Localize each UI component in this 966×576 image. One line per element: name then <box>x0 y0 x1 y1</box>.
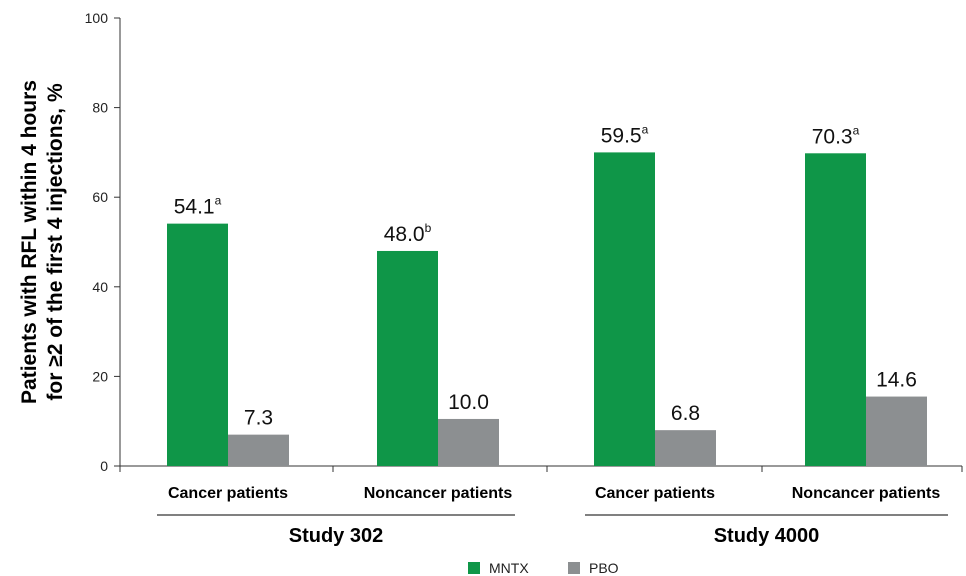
value-footnote-superscript: a <box>215 194 222 208</box>
y-tick-label: 40 <box>92 279 108 295</box>
y-tick-label: 80 <box>92 100 108 116</box>
pbo-legend-swatch <box>568 562 580 574</box>
category-labels: Cancer patients Noncancer patients Cancer … <box>168 485 940 502</box>
mntx-bar <box>167 223 228 466</box>
y-axis-title-group: Patients with RFL within 4 hours for ≥2 o… <box>18 80 67 404</box>
mntx-value-label: 48.0b <box>384 221 432 246</box>
category-label: Cancer patients <box>168 485 288 502</box>
group-label: Study 4000 <box>714 525 820 547</box>
group-label: Study 302 <box>289 525 383 547</box>
mntx-legend-swatch <box>468 562 480 574</box>
pbo-value-label: 10.0 <box>448 391 489 414</box>
pbo-value-label: 6.8 <box>671 402 700 425</box>
mntx-bar <box>377 250 438 466</box>
y-tick-label: 20 <box>92 368 108 384</box>
pbo-bar <box>228 434 289 466</box>
value-labels: 54.1a 7.3 48.0b 10.0 59.5a 6.8 70.3a 14.6 <box>174 122 917 429</box>
value-footnote-superscript: b <box>425 221 432 235</box>
mntx-bar <box>594 152 655 466</box>
category-label: Cancer patients <box>595 485 715 502</box>
y-axis-title-line: Patients with RFL within 4 hours <box>18 80 41 404</box>
category-label: Noncancer patients <box>792 485 941 502</box>
mntx-bar <box>805 153 866 466</box>
y-axis-title: Patients with RFL within 4 hours for ≥2 o… <box>18 80 67 404</box>
mntx-legend-label: MNTX <box>489 560 529 576</box>
bars <box>167 152 927 466</box>
value-footnote-superscript: a <box>642 122 649 136</box>
pbo-legend-label: PBO <box>589 560 619 576</box>
group-labels: Study 302 Study 4000 <box>157 514 948 547</box>
y-tick-label: 60 <box>92 189 108 205</box>
value-footnote-superscript: a <box>853 123 860 137</box>
pbo-value-label: 7.3 <box>244 407 273 430</box>
category-label: Noncancer patients <box>364 485 513 502</box>
pbo-value-label: 14.6 <box>876 369 917 392</box>
y-tick-label: 100 <box>85 10 109 26</box>
pbo-bar <box>438 418 499 466</box>
y-tick-label: 0 <box>100 458 108 474</box>
pbo-bar <box>655 430 716 466</box>
y-axis-title-line: for ≥2 of the first 4 injections, % <box>44 83 67 401</box>
legend: MNTX PBO <box>468 560 619 576</box>
mntx-value-label: 54.1a <box>174 194 222 219</box>
pbo-bar <box>866 396 927 466</box>
mntx-value-label: 70.3a <box>812 123 860 148</box>
mntx-value-label: 59.5a <box>601 122 649 147</box>
